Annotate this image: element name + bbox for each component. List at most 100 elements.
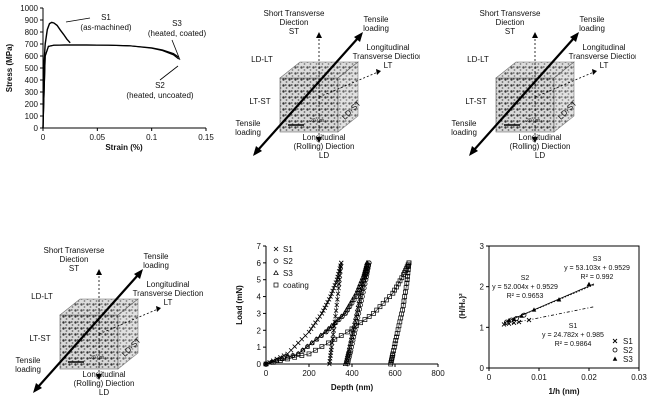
data-point <box>405 267 411 272</box>
data-point <box>338 269 343 274</box>
data-point <box>331 285 337 291</box>
fit-s2-label: S2 <box>521 275 530 282</box>
data-point <box>516 319 522 325</box>
tensile-loading-arrow <box>257 37 359 151</box>
data-point <box>334 302 340 308</box>
data-point <box>338 260 344 266</box>
data-point <box>405 270 411 276</box>
ld-label-3: LD <box>319 151 329 160</box>
series-line-1 <box>42 21 71 129</box>
data-point <box>335 297 340 302</box>
data-point <box>338 333 344 338</box>
annotation-s1: S1 <box>101 13 111 22</box>
fit-s3-equation: y = 53.103x + 0.9529 <box>564 265 630 272</box>
data-point <box>404 277 410 283</box>
y-tick-label: 0 <box>257 360 262 369</box>
data-point <box>404 280 410 286</box>
legend-label: coating <box>283 281 309 290</box>
data-point <box>299 353 305 358</box>
data-point <box>347 300 354 306</box>
data-point <box>299 336 305 342</box>
data-point <box>353 290 360 296</box>
lt-axis <box>534 71 595 98</box>
data-point <box>352 314 359 320</box>
y-tick-label: 800 <box>25 28 39 37</box>
load-depth-chart: 0 200 400 600 800 0 1 2 3 4 5 6 7 S1 S2 S3 coating Dept… <box>235 242 445 392</box>
data-point <box>351 293 358 299</box>
tensile-bottom-label: Tensile <box>452 119 477 128</box>
y-tick-label: 500 <box>25 64 39 73</box>
data-point <box>358 320 363 326</box>
stress-strain-chart: 0 0.05 0.1 0.15 0 100 200 300 400 500 600 700 800 900… <box>5 4 214 152</box>
st-label-3: ST <box>69 264 79 273</box>
data-point <box>322 305 328 311</box>
y-tick-label: 100 <box>25 112 39 121</box>
data-point <box>337 273 343 278</box>
data-point <box>393 338 399 343</box>
y-tick-label: 7 <box>257 242 262 251</box>
lt-label: Longitudinal <box>366 43 409 52</box>
data-point <box>308 339 315 345</box>
ld-lt-label: LD-LT <box>467 55 489 64</box>
data-point <box>327 361 332 367</box>
data-point <box>315 317 320 322</box>
legend-marker <box>612 356 618 361</box>
data-point <box>329 291 334 297</box>
lt-label-2: Transverse Diection <box>569 52 636 61</box>
data-point <box>344 354 350 360</box>
tensile-top-arrowhead <box>354 32 363 42</box>
lt-label-3: LT <box>384 61 393 70</box>
y-tick-label: 4 <box>257 293 262 302</box>
tensile-bottom-label-2: loading <box>15 365 41 374</box>
data-point <box>506 317 512 323</box>
data-point <box>295 350 302 356</box>
ld-arrowhead <box>532 137 538 143</box>
data-point <box>333 280 339 285</box>
ld-label: Longitudinal <box>302 133 345 142</box>
annotation-s3-leader <box>171 39 181 61</box>
data-point <box>306 329 312 335</box>
data-point <box>330 288 335 294</box>
lt-arrowhead <box>376 69 381 75</box>
tensile-top-label: Tensile <box>144 252 169 261</box>
ld-label-2: (Rolling) Diection <box>294 142 355 151</box>
data-point <box>326 297 332 302</box>
y-tick-label: 200 <box>25 100 39 109</box>
cube-face-lt-st <box>495 77 555 133</box>
data-point <box>277 358 283 363</box>
x-tick-label: 600 <box>388 369 402 378</box>
st-label-3: ST <box>289 27 299 36</box>
tensile-top-label-2: loading <box>579 24 605 33</box>
lt-axis <box>318 71 379 98</box>
legend-label: S2 <box>283 257 293 266</box>
data-point <box>511 316 517 321</box>
data-point <box>338 313 345 319</box>
legend-marker <box>612 347 618 353</box>
data-point <box>335 291 341 297</box>
y-tick-label: 900 <box>25 16 39 25</box>
lt-label: Longitudinal <box>146 280 189 289</box>
legend-marker <box>273 258 279 264</box>
data-point <box>313 336 319 342</box>
cube-face-ld-st <box>117 298 139 370</box>
data-point <box>506 321 512 326</box>
data-point <box>345 329 351 335</box>
st-label: Short Transverse <box>480 9 541 18</box>
data-point <box>285 356 290 362</box>
y-tick-label: 3 <box>257 309 262 318</box>
data-point <box>402 294 408 299</box>
data-point <box>531 307 537 312</box>
y-tick-label: 2 <box>257 326 262 335</box>
x-tick-label: 400 <box>345 369 359 378</box>
data-point <box>357 280 363 286</box>
data-point <box>344 351 351 358</box>
tensile-top-arrowhead <box>570 32 579 42</box>
data-point <box>391 344 397 350</box>
data-point <box>295 340 301 346</box>
data-point <box>285 351 290 357</box>
data-point <box>371 311 376 316</box>
data-point <box>342 360 349 367</box>
fit-s2-r2: R² = 0.9653 <box>507 293 544 300</box>
